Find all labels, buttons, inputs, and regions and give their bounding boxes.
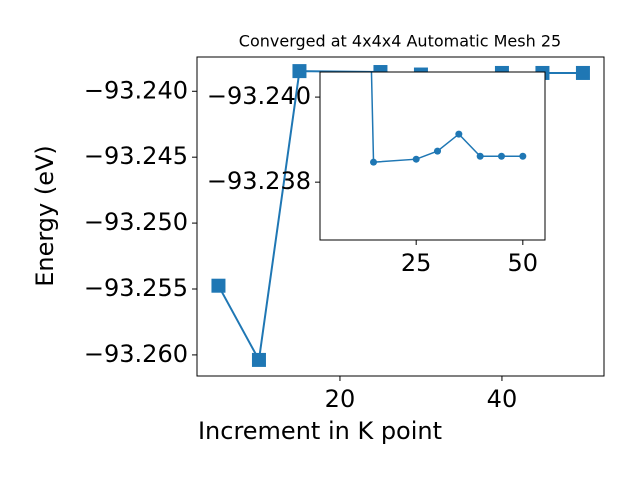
y-axis-label: Energy (eV) — [31, 145, 59, 287]
plot-area — [370, 72, 527, 166]
y-tick-label: −93.238 — [207, 167, 311, 195]
y-tick-label: −93.255 — [84, 274, 188, 302]
data-point — [519, 152, 527, 160]
x-tick-label: 50 — [508, 249, 539, 277]
y-tick-label: −93.260 — [84, 340, 188, 368]
x-tick-label: 20 — [325, 385, 356, 413]
data-point — [412, 155, 420, 163]
inset-axes: 25 50 −93.240 −93.238 — [207, 71, 546, 277]
data-point — [292, 64, 307, 79]
data-point — [476, 152, 484, 160]
x-axis-label: Increment in K point — [198, 417, 442, 445]
data-point — [370, 158, 378, 166]
y-tick-label: −93.240 — [84, 76, 188, 104]
axes-frame — [319, 71, 546, 241]
data-point — [434, 147, 442, 155]
y-tick-label: −93.250 — [84, 208, 188, 236]
chart-title: Converged at 4x4x4 Automatic Mesh 25 — [239, 32, 561, 51]
data-point — [455, 130, 463, 138]
data-point — [497, 152, 505, 160]
data-point — [575, 65, 590, 80]
y-tick-label: −93.245 — [84, 142, 188, 170]
y-tick-label: −93.240 — [207, 82, 311, 110]
x-tick-label: 25 — [401, 249, 432, 277]
x-tick-label: 40 — [487, 385, 518, 413]
data-point — [211, 278, 226, 293]
axes-frame — [196, 56, 605, 377]
data-point — [251, 352, 266, 367]
